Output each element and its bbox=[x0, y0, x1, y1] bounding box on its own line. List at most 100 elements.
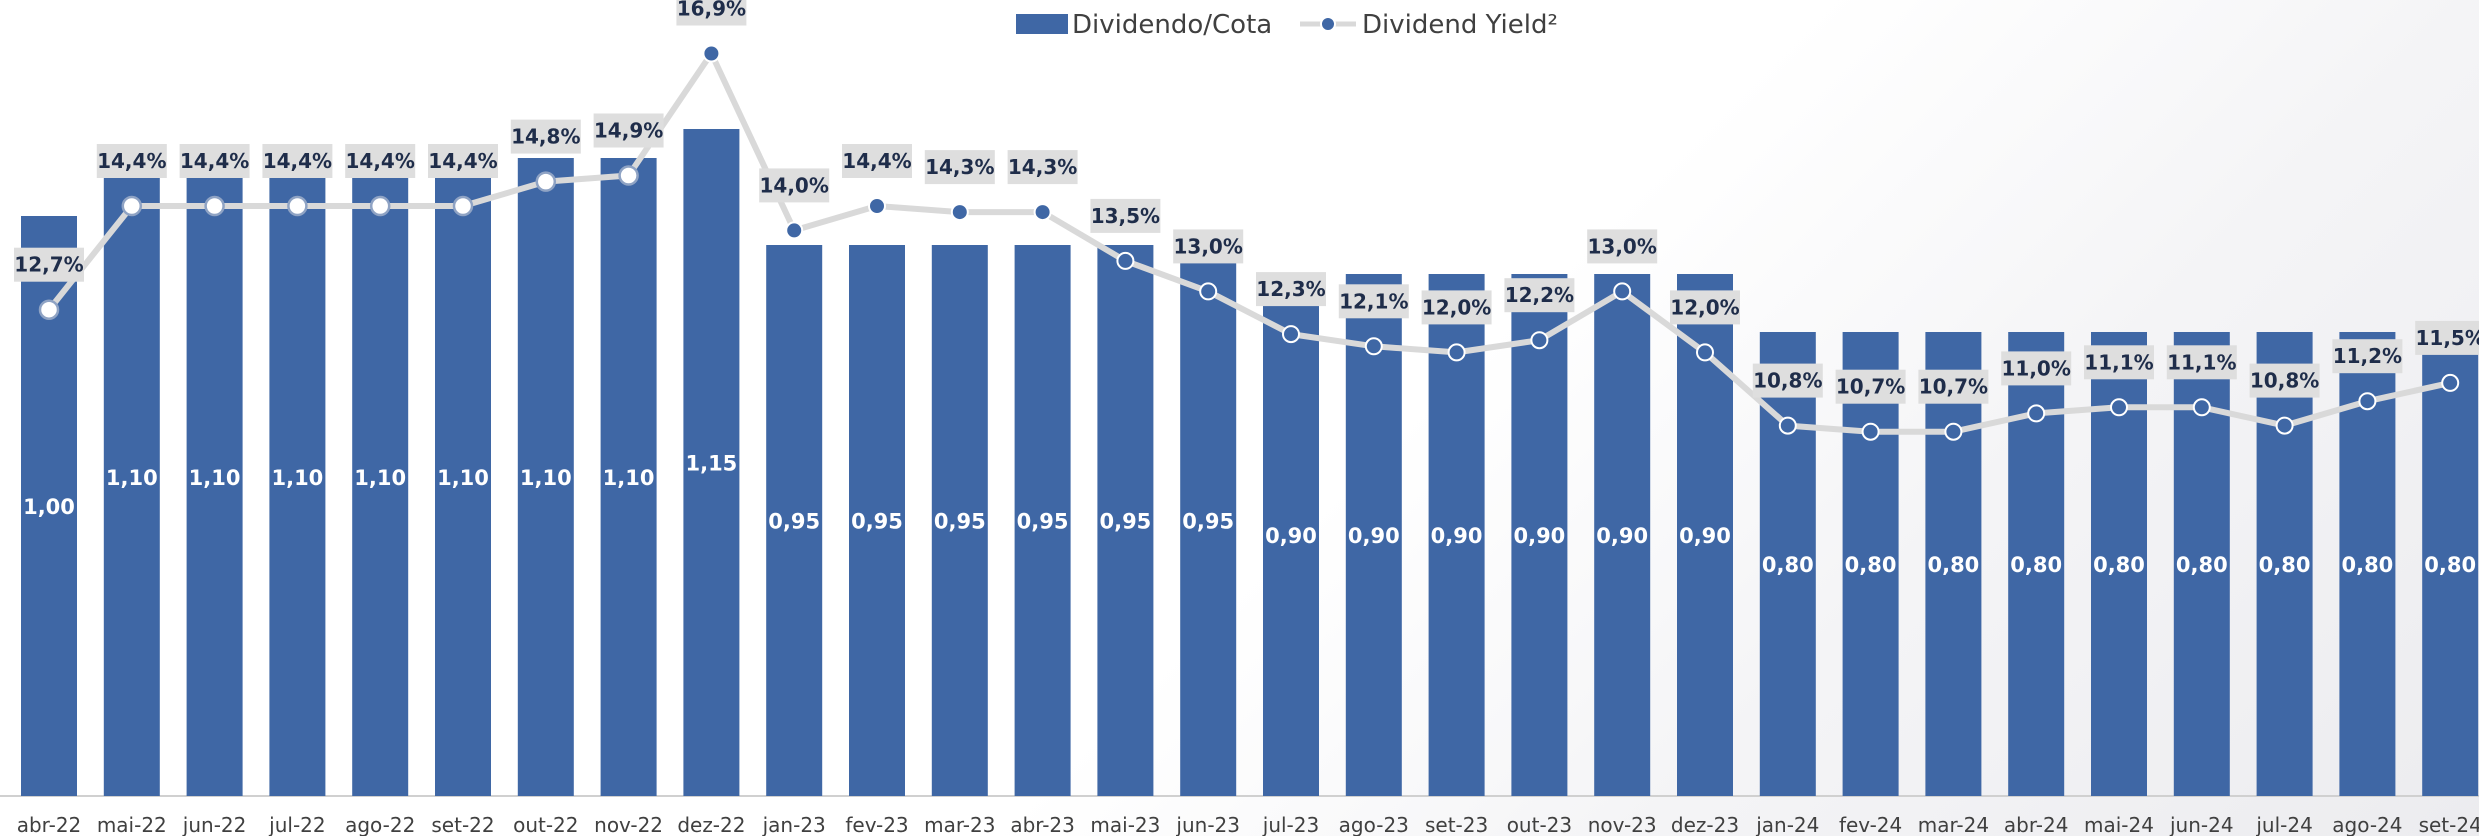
yield-point bbox=[702, 44, 721, 63]
yield-value-label: 13,0% bbox=[1174, 234, 1243, 258]
x-tick-label: jun-24 bbox=[2169, 813, 2234, 836]
yield-value-label: 12,7% bbox=[14, 253, 83, 277]
yield-value-label: 14,4% bbox=[263, 149, 332, 173]
bar-value-label: 0,80 bbox=[2010, 553, 2062, 577]
yield-value-label: 10,7% bbox=[1919, 375, 1988, 399]
x-tick-label: set-22 bbox=[431, 813, 494, 836]
x-tick-label: mai-22 bbox=[97, 813, 167, 836]
bar-value-label: 0,80 bbox=[2341, 553, 2393, 577]
yield-label-box bbox=[179, 144, 250, 178]
bar-value-label: 0,90 bbox=[1679, 524, 1731, 548]
yield-label-box bbox=[1918, 369, 1989, 404]
yield-value-label: 14,8% bbox=[511, 125, 580, 149]
x-tick-label: ago-23 bbox=[1339, 813, 1409, 836]
yield-point bbox=[452, 195, 474, 217]
legend-bar-swatch bbox=[1016, 14, 1068, 34]
bar bbox=[1925, 332, 1982, 796]
bar bbox=[1842, 332, 1899, 796]
bar bbox=[352, 158, 409, 796]
yield-value-label: 13,0% bbox=[1588, 234, 1657, 258]
bar-value-label: 0,95 bbox=[1099, 510, 1151, 534]
legend-line-marker bbox=[1320, 16, 1336, 32]
x-tick-label: out-22 bbox=[513, 813, 578, 836]
yield-label-box bbox=[842, 144, 912, 178]
yield-point bbox=[1447, 343, 1466, 362]
x-tick-label: mar-24 bbox=[1918, 813, 1989, 836]
yield-point bbox=[1613, 282, 1632, 301]
x-tick-label: set-23 bbox=[1425, 813, 1488, 836]
x-tick-label: jun-22 bbox=[182, 813, 247, 836]
yield-label-box bbox=[759, 168, 830, 203]
yield-value-label: 11,1% bbox=[2084, 350, 2153, 374]
yield-point bbox=[1861, 422, 1880, 441]
bar bbox=[1263, 274, 1319, 796]
x-tick-label: abr-22 bbox=[17, 813, 82, 836]
yield-value-label: 12,1% bbox=[1339, 289, 1408, 313]
yield-label-box bbox=[1256, 272, 1326, 307]
yield-value-label: 13,5% bbox=[1091, 204, 1160, 228]
yield-point bbox=[1033, 203, 1052, 222]
bar-value-label: 0,90 bbox=[1431, 524, 1483, 548]
x-tick-label: mar-23 bbox=[924, 813, 995, 836]
bar bbox=[186, 158, 243, 796]
yield-point bbox=[2441, 373, 2460, 392]
x-tick-label: jan-24 bbox=[1755, 813, 1819, 836]
x-tick-label: nov-22 bbox=[594, 813, 663, 836]
yield-label-box bbox=[2001, 351, 2072, 386]
x-tick-label: jan-23 bbox=[762, 813, 826, 836]
bar bbox=[2256, 332, 2313, 796]
bar-value-label: 0,95 bbox=[1017, 510, 1069, 534]
bar bbox=[517, 158, 574, 796]
yield-label-box bbox=[1670, 290, 1740, 325]
yield-point bbox=[2358, 392, 2377, 411]
bar bbox=[1594, 274, 1651, 796]
bar bbox=[1014, 245, 1071, 796]
bar-value-label: 0,80 bbox=[2259, 553, 2311, 577]
x-tick-label: jul-23 bbox=[1262, 813, 1319, 836]
x-tick-label: ago-22 bbox=[345, 813, 415, 836]
yield-value-label: 16,9% bbox=[677, 0, 746, 21]
yield-point bbox=[1364, 337, 1383, 356]
yield-label-box bbox=[593, 113, 664, 148]
yield-label-box bbox=[14, 247, 84, 282]
yield-label-box bbox=[924, 150, 995, 185]
yield-point bbox=[1944, 422, 1963, 441]
yield-point bbox=[1282, 325, 1300, 344]
yield-value-label: 14,0% bbox=[760, 173, 829, 197]
legend-line-label: Dividend Yield² bbox=[1362, 10, 1558, 40]
bar bbox=[435, 158, 491, 796]
yield-label-box bbox=[1338, 284, 1409, 319]
yield-point bbox=[38, 299, 60, 320]
x-tick-label: dez-23 bbox=[1671, 813, 1739, 836]
yield-value-label: 10,8% bbox=[1753, 369, 1822, 393]
yield-label-box bbox=[1587, 229, 1658, 264]
x-axis: abr-22 mai-22 jun-22 jul-22 ago-22 set-22 out-… bbox=[0, 795, 2479, 836]
bar bbox=[1097, 245, 1154, 796]
yield-label-box bbox=[1504, 278, 1575, 313]
bar-value-label: 1,10 bbox=[271, 466, 323, 490]
yield-label-box bbox=[1835, 369, 1906, 404]
yield-value-label: 10,7% bbox=[1836, 375, 1905, 399]
bar-value-label: 1,10 bbox=[354, 466, 406, 490]
yield-point bbox=[2275, 416, 2294, 435]
bar-value-label: 0,90 bbox=[1265, 524, 1317, 548]
x-tick-label: jun-23 bbox=[1175, 813, 1240, 836]
bar-value-label: 0,95 bbox=[1182, 510, 1234, 534]
bar bbox=[1180, 245, 1237, 796]
x-tick-label: ago-24 bbox=[2332, 813, 2402, 836]
x-tick-label: mai-24 bbox=[2084, 813, 2154, 836]
bar bbox=[269, 158, 326, 796]
bar-value-label: 0,80 bbox=[2093, 553, 2145, 577]
yield-point bbox=[868, 197, 886, 215]
legend-bar-label: Dividendo/Cota bbox=[1072, 10, 1272, 40]
yield-label-box bbox=[2084, 345, 2154, 380]
bar-value-label: 1,00 bbox=[23, 495, 75, 519]
yield-label-box bbox=[96, 144, 167, 178]
bar-value-label: 1,10 bbox=[106, 466, 158, 490]
bar-value-label: 0,95 bbox=[768, 510, 820, 534]
yield-point bbox=[1116, 251, 1135, 270]
x-tick-label: fev-23 bbox=[845, 813, 908, 836]
x-tick-label: abr-23 bbox=[1010, 813, 1075, 836]
